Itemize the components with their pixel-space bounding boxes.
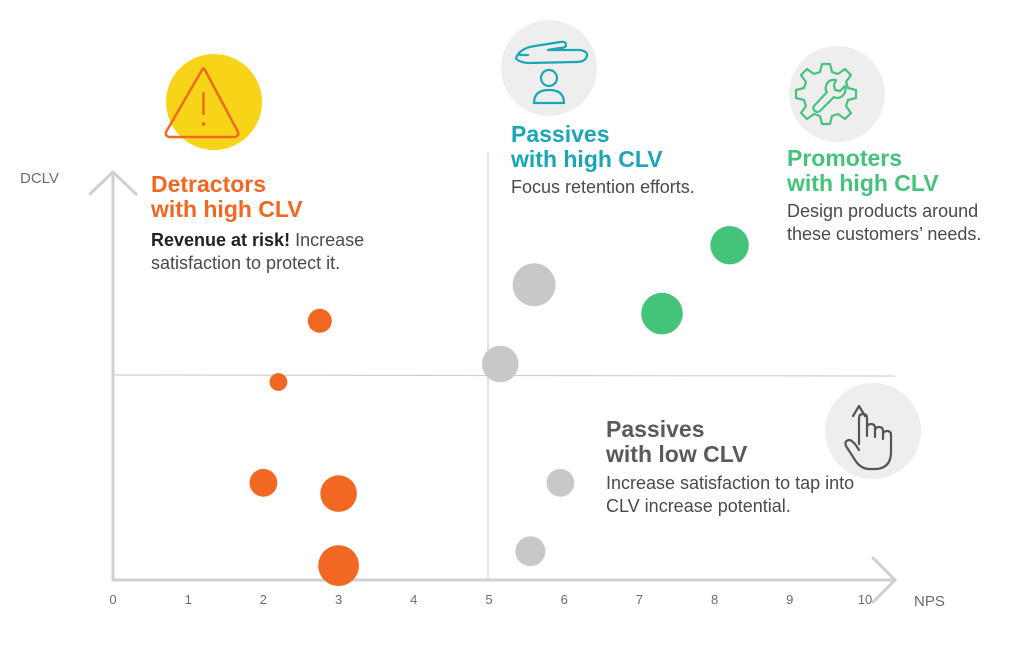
promoter-bubble-1: [641, 292, 683, 335]
passives-low-title: Passives with low CLV: [606, 417, 866, 467]
gear-wrench-icon: [789, 46, 885, 142]
y-axis-arrowhead: [88, 170, 138, 196]
passives-high-block: Passives with high CLV Focus retention e…: [511, 122, 751, 199]
detractors-title: Detractors with high CLV: [151, 172, 411, 222]
x-tick-label-4: 4: [410, 592, 417, 607]
x-tick-label-7: 7: [636, 592, 643, 607]
x-tick-label-0: 0: [109, 592, 116, 607]
detractors-title-line2: with high CLV: [151, 196, 303, 222]
detractor-bubble-1: [307, 308, 332, 333]
warning-triangle-icon: [164, 54, 262, 150]
promoters-title-line2: with high CLV: [787, 170, 939, 196]
x-tick-label-5: 5: [485, 592, 492, 607]
passives-high-title-line1: Passives: [511, 121, 610, 147]
promoters-title: Promoters with high CLV: [787, 146, 1017, 196]
x-tick-label-8: 8: [711, 592, 718, 607]
detractors-description-bold: Revenue at risk!: [151, 230, 291, 250]
passives-low-block: Passives with low CLV Increase satisfact…: [606, 417, 866, 518]
x-tick-label-10: 10: [858, 592, 872, 607]
passive-bubble-4: [515, 536, 546, 567]
promoters-title-line1: Promoters: [787, 145, 903, 171]
x-tick-label-2: 2: [260, 592, 267, 607]
hand-over-person-icon: [501, 20, 597, 116]
detractor-bubble-5: [318, 545, 359, 586]
passives-low-title-line2: with low CLV: [606, 441, 748, 467]
detractors-description: Revenue at risk! Increase satisfaction t…: [151, 229, 411, 275]
detractor-bubble-2: [269, 373, 288, 391]
x-tick-label-3: 3: [335, 592, 342, 607]
passives-high-title-line2: with high CLV: [511, 146, 663, 172]
pointing-hand-icon: [825, 383, 921, 479]
detractors-title-line1: Detractors: [151, 171, 267, 197]
promoter-bubble-2: [710, 226, 749, 265]
detractor-bubble-3: [249, 468, 278, 497]
detractor-bubble-4: [320, 475, 357, 512]
x-axis-arrowhead: [871, 556, 897, 604]
bubbles: [249, 226, 749, 586]
passives-high-description: Focus retention efforts.: [511, 177, 695, 197]
x-tick-labels: 0 1 2 3 4 5 6 7 8 9 10: [109, 592, 872, 607]
detractors-block: Detractors with high CLV Revenue at risk…: [151, 172, 411, 275]
x-tick-label-9: 9: [786, 592, 793, 607]
passives-high-title: Passives with high CLV: [511, 122, 751, 172]
x-tick-label-6: 6: [561, 592, 568, 607]
passives-low-description: Increase satisfaction to tap into CLV in…: [606, 473, 855, 516]
passives-low-title-line1: Passives: [606, 416, 705, 442]
x-axis-title: NPS: [914, 593, 945, 610]
passive-bubble-2: [482, 345, 519, 383]
y-axis-title: DCLV: [20, 170, 59, 187]
x-tick-label-1: 1: [185, 592, 192, 607]
detractors-description-rest: Increase satisfaction to protect it.: [151, 230, 365, 273]
passive-bubble-1: [512, 263, 556, 307]
passive-bubble-3: [546, 468, 575, 497]
promoters-description: Design products around these customers’ …: [787, 201, 982, 244]
promoters-block: Promoters with high CLV Design products …: [787, 146, 1017, 246]
